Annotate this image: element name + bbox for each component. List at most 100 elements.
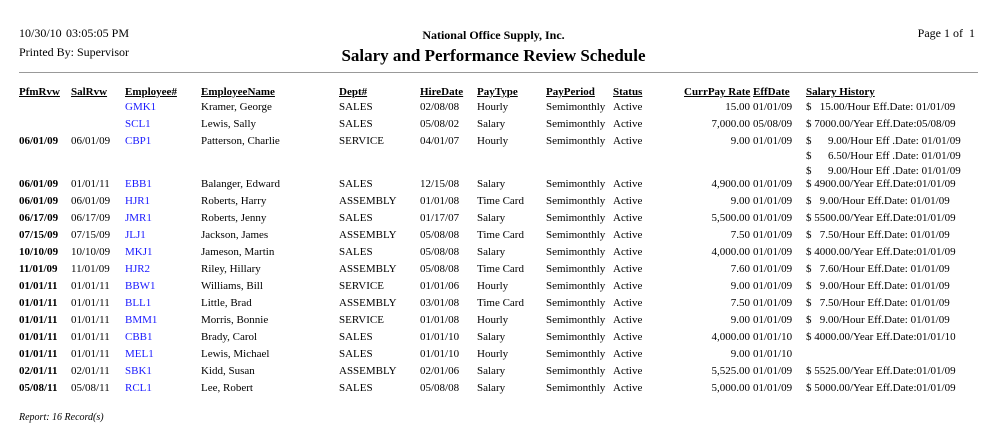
- cell-pfm: 05/08/11: [19, 382, 58, 394]
- cell-hire: 02/08/08: [420, 101, 460, 113]
- cell-name: Roberts, Jenny: [201, 212, 267, 224]
- cell-eff: 01/01/09: [753, 314, 793, 326]
- cell-emp[interactable]: BBW1: [125, 280, 156, 292]
- cell-rate: 4,000.00: [711, 331, 751, 343]
- cell-rate: 4,000.00: [711, 246, 751, 258]
- cell-dept: SALES: [339, 246, 373, 258]
- cell-emp[interactable]: SBK1: [125, 365, 152, 377]
- cell-paytype: Hourly: [477, 314, 509, 326]
- cell-dept: SALES: [339, 212, 373, 224]
- page-number: Page 1 of 1: [917, 26, 975, 40]
- cell-name: Riley, Hillary: [201, 263, 261, 275]
- cell-payperiod: Semimonthly: [546, 195, 606, 207]
- cell-status: Active: [613, 348, 643, 360]
- cell-emp[interactable]: HJR1: [125, 195, 151, 207]
- cell-status: Active: [613, 365, 643, 377]
- cell-payperiod: Semimonthly: [546, 263, 606, 275]
- cell-status: Active: [613, 118, 643, 130]
- cell-status: Active: [613, 280, 643, 292]
- cell-hire: 04/01/07: [420, 135, 460, 147]
- cell-salary-history: $ 9.00/Hour Eff.Date: 01/01/09: [806, 280, 950, 292]
- cell-salary-history: $ 7.60/Hour Eff.Date: 01/01/09: [806, 263, 950, 275]
- cell-payperiod: Semimonthly: [546, 135, 606, 147]
- cell-rate: 7.60: [730, 263, 750, 275]
- cell-eff: 01/01/09: [753, 280, 793, 292]
- cell-salary-history: $ 9.00/Hour Eff.Date: 01/01/09: [806, 314, 950, 326]
- cell-status: Active: [613, 382, 643, 394]
- cell-name: Little, Brad: [201, 297, 252, 309]
- cell-eff: 01/01/09: [753, 101, 793, 113]
- cell-name: Kidd, Susan: [201, 365, 255, 377]
- col-employee-id: Employee#: [125, 86, 177, 98]
- header-divider: [19, 72, 978, 73]
- cell-status: Active: [613, 331, 643, 343]
- cell-hire: 01/01/08: [420, 195, 460, 207]
- cell-paytype: Salary: [477, 246, 506, 258]
- cell-status: Active: [613, 246, 643, 258]
- col-eff-date: EffDate: [753, 86, 790, 98]
- cell-hire: 01/01/10: [420, 331, 460, 343]
- cell-pfm: 06/17/09: [19, 212, 59, 224]
- cell-paytype: Salary: [477, 178, 506, 190]
- col-pay-period: PayPeriod: [546, 86, 595, 98]
- cell-status: Active: [613, 195, 643, 207]
- cell-rate: 9.00: [730, 348, 750, 360]
- cell-paytype: Hourly: [477, 101, 509, 113]
- cell-paytype: Time Card: [477, 297, 524, 309]
- cell-name: Jameson, Martin: [201, 246, 275, 258]
- cell-hire: 01/01/10: [420, 348, 460, 360]
- cell-dept: SALES: [339, 118, 373, 130]
- cell-emp[interactable]: MKJ1: [125, 246, 153, 258]
- cell-hire: 02/01/06: [420, 365, 460, 377]
- cell-status: Active: [613, 101, 643, 113]
- cell-paytype: Salary: [477, 212, 506, 224]
- cell-emp[interactable]: CBB1: [125, 331, 153, 343]
- cell-emp[interactable]: SCL1: [125, 118, 151, 130]
- cell-emp[interactable]: RCL1: [125, 382, 152, 394]
- cell-emp[interactable]: BMM1: [125, 314, 158, 326]
- cell-emp[interactable]: CBP1: [125, 135, 152, 147]
- cell-salary-history: $ 9.00/Hour Eff .Date: 01/01/09: [806, 135, 961, 147]
- cell-payperiod: Semimonthly: [546, 101, 606, 113]
- cell-payperiod: Semimonthly: [546, 212, 606, 224]
- cell-emp[interactable]: HJR2: [125, 263, 151, 275]
- cell-payperiod: Semimonthly: [546, 382, 606, 394]
- cell-salary-history: $ 7.50/Hour Eff.Date: 01/01/09: [806, 229, 950, 241]
- col-salary-history: Salary History: [806, 86, 875, 98]
- cell-pfm: 11/01/09: [19, 263, 58, 275]
- cell-eff: 01/01/09: [753, 382, 793, 394]
- cell-name: Roberts, Harry: [201, 195, 267, 207]
- cell-pfm: 06/01/09: [19, 135, 59, 147]
- cell-hire: 05/08/08: [420, 229, 460, 241]
- cell-emp[interactable]: JLJ1: [125, 229, 146, 241]
- cell-eff: 01/01/10: [753, 331, 793, 343]
- cell-status: Active: [613, 263, 643, 275]
- cell-emp[interactable]: MEL1: [125, 348, 154, 360]
- cell-rate: 15.00: [725, 101, 750, 113]
- cell-name: Williams, Bill: [201, 280, 263, 292]
- cell-paytype: Salary: [477, 118, 506, 130]
- cell-eff: 01/01/09: [753, 246, 793, 258]
- col-curr-pay-rate: CurrPay Rate: [684, 86, 751, 98]
- cell-dept: SALES: [339, 101, 373, 113]
- cell-emp[interactable]: GMK1: [125, 101, 157, 113]
- cell-sal: 07/15/09: [71, 229, 111, 241]
- cell-rate: 9.00: [730, 195, 750, 207]
- cell-emp[interactable]: JMR1: [125, 212, 152, 224]
- cell-salary-history: $ 15.00/Hour Eff.Date: 01/01/09: [806, 101, 956, 113]
- cell-payperiod: Semimonthly: [546, 229, 606, 241]
- cell-payperiod: Semimonthly: [546, 178, 606, 190]
- cell-pfm: 02/01/11: [19, 365, 58, 377]
- cell-sal: 11/01/09: [71, 263, 110, 275]
- cell-paytype: Salary: [477, 331, 506, 343]
- cell-pfm: 07/15/09: [19, 229, 59, 241]
- cell-eff: 01/01/09: [753, 195, 793, 207]
- printed-by: Printed By: Supervisor: [19, 45, 129, 59]
- cell-emp[interactable]: EBB1: [125, 178, 152, 190]
- cell-name: Morris, Bonnie: [201, 314, 269, 326]
- cell-emp[interactable]: BLL1: [125, 297, 152, 309]
- cell-status: Active: [613, 297, 643, 309]
- cell-sal: 01/01/11: [71, 297, 110, 309]
- cell-sal: 01/01/11: [71, 178, 110, 190]
- cell-eff: 05/08/09: [753, 118, 793, 130]
